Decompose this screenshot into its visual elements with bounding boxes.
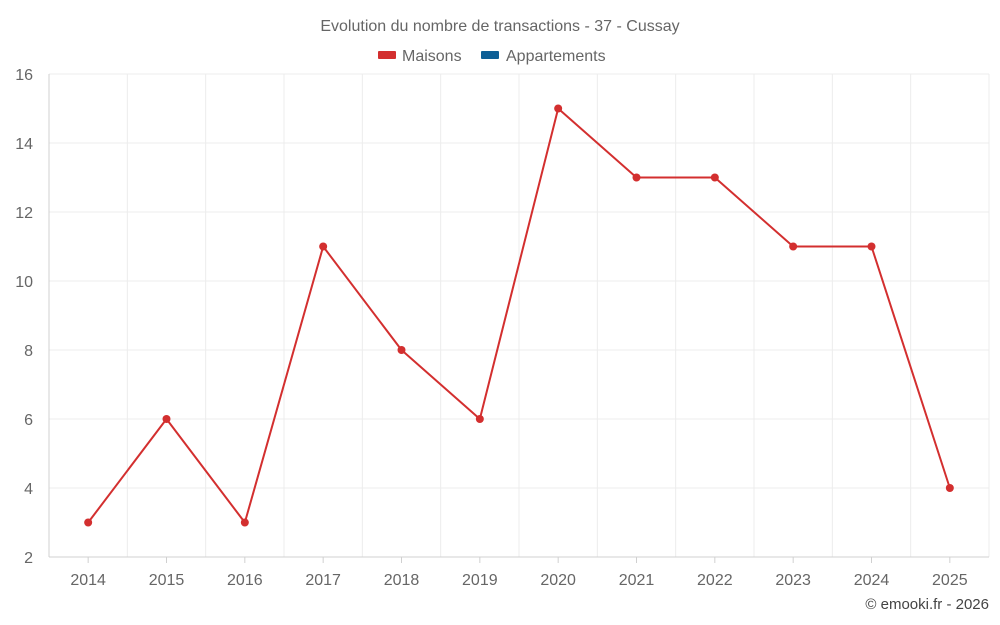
data-point-maisons-2021[interactable] bbox=[632, 173, 641, 182]
data-point-maisons-2018[interactable] bbox=[397, 346, 406, 354]
x-tick-label-2022: 2022 bbox=[697, 572, 733, 589]
x-tick-label-2016: 2016 bbox=[227, 572, 263, 589]
data-point-maisons-2015[interactable] bbox=[162, 415, 171, 423]
data-point-maisons-2024[interactable] bbox=[867, 242, 876, 251]
data-point-maisons-2016[interactable] bbox=[240, 518, 249, 527]
x-tick-label-2018: 2018 bbox=[384, 572, 420, 589]
data-point-maisons-2023[interactable] bbox=[789, 242, 798, 251]
y-tick-label-16: 16 bbox=[15, 67, 33, 84]
x-tick-label-2017: 2017 bbox=[305, 572, 341, 589]
legend-swatch-maisons bbox=[378, 51, 396, 59]
legend-label-appartements: Appartements bbox=[506, 48, 606, 65]
legend-item-appartements[interactable]: Appartements bbox=[481, 48, 606, 65]
series-layer bbox=[84, 104, 954, 527]
x-tick-label-2020: 2020 bbox=[540, 572, 576, 589]
y-tick-label-6: 6 bbox=[24, 412, 33, 429]
x-tick-label-2024: 2024 bbox=[854, 572, 890, 589]
x-tick-label-2014: 2014 bbox=[70, 572, 106, 589]
data-point-maisons-2025[interactable] bbox=[945, 484, 954, 492]
credit-text: © emooki.fr - 2026 bbox=[865, 596, 989, 613]
chart-title: Evolution du nombre de transactions - 37… bbox=[320, 18, 679, 35]
y-tick-label-14: 14 bbox=[15, 136, 33, 153]
series-line-maisons bbox=[87, 107, 951, 524]
legend-item-maisons[interactable]: Maisons bbox=[378, 48, 462, 65]
y-tick-label-2: 2 bbox=[24, 550, 33, 567]
x-tick-label-2021: 2021 bbox=[619, 572, 655, 589]
y-tick-label-12: 12 bbox=[15, 205, 33, 222]
data-point-maisons-2019[interactable] bbox=[475, 415, 484, 423]
x-tick-label-2025: 2025 bbox=[932, 572, 968, 589]
y-tick-label-8: 8 bbox=[24, 343, 33, 360]
data-point-maisons-2014[interactable] bbox=[84, 518, 93, 527]
grid bbox=[48, 73, 990, 557]
legend-label-maisons: Maisons bbox=[402, 48, 462, 65]
legend-swatch-appartements bbox=[481, 51, 499, 59]
data-point-maisons-2020[interactable] bbox=[554, 104, 563, 113]
axes: 2 4 6 8 10 12 14 16 2014 2015 2016 2017 2018 2019 2020… bbox=[15, 67, 989, 589]
legend: Maisons Appartements bbox=[378, 48, 606, 65]
y-tick-label-4: 4 bbox=[24, 481, 33, 498]
data-point-maisons-2017[interactable] bbox=[319, 242, 328, 251]
y-tick-label-10: 10 bbox=[15, 274, 33, 291]
x-tick-label-2023: 2023 bbox=[775, 572, 811, 589]
x-tick-label-2015: 2015 bbox=[149, 572, 185, 589]
x-tick-label-2019: 2019 bbox=[462, 572, 498, 589]
data-point-maisons-2022[interactable] bbox=[710, 173, 719, 182]
